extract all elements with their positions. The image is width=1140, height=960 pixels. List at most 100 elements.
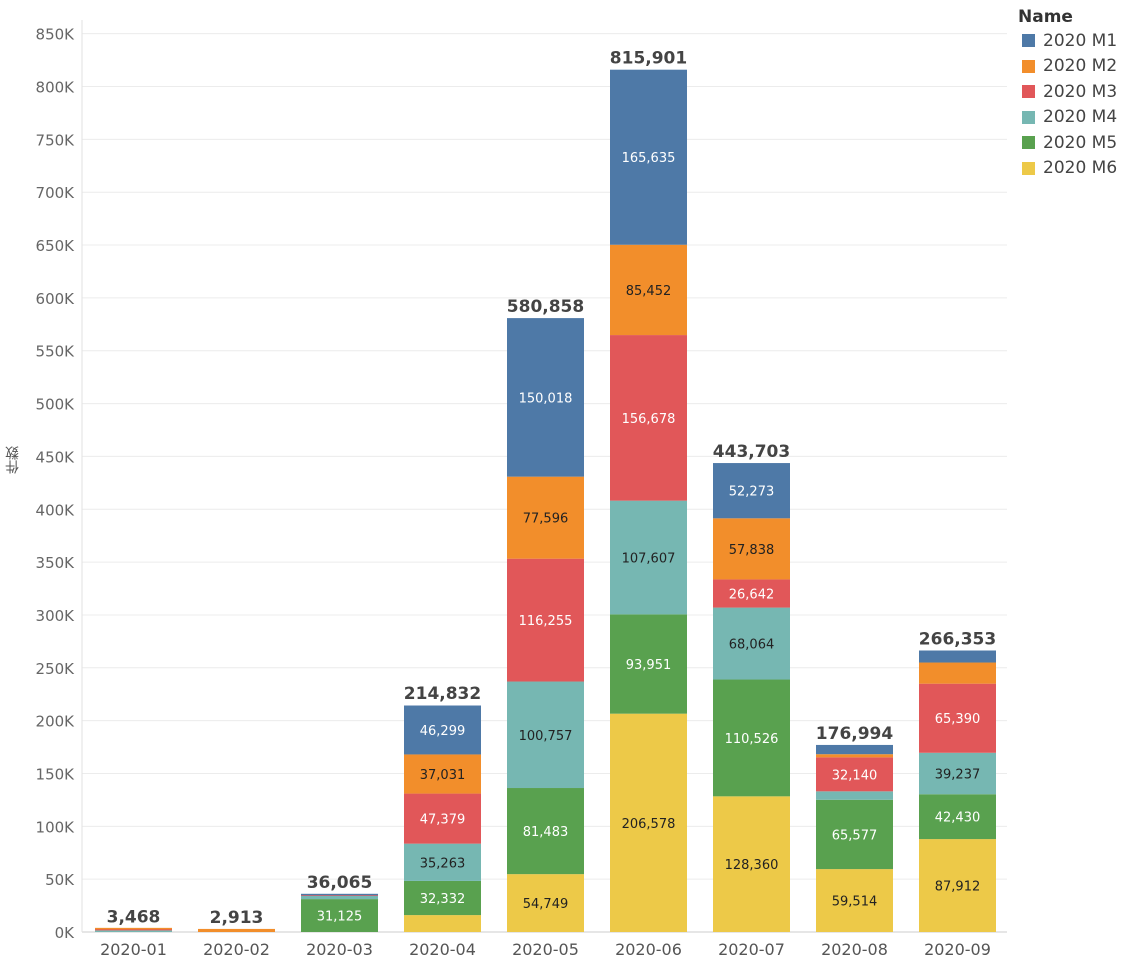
- y-tick-label: 800K: [36, 79, 76, 97]
- bar-total-label: 443,703: [713, 442, 790, 462]
- bar-segment-2020-m3: [713, 579, 790, 608]
- bar-segment-2020-m6: [919, 839, 996, 932]
- bar-data-label: 46,299: [420, 724, 466, 739]
- bar-data-label: 77,596: [523, 512, 569, 527]
- bar-total-label: 2,913: [210, 908, 264, 928]
- x-tick-label: 2020-04: [409, 940, 476, 959]
- y-axis-title: 件数: [5, 446, 21, 474]
- bar-total-label: 815,901: [610, 49, 687, 69]
- bar-segment-2020-m2: [507, 476, 584, 559]
- y-tick-label: 400K: [36, 501, 76, 519]
- legend-swatch: [1022, 34, 1035, 48]
- bar-data-label: 110,526: [725, 732, 779, 747]
- bar-data-label: 150,018: [519, 391, 573, 406]
- bar-segment-2020-m5: [301, 899, 378, 932]
- y-tick-label: 750K: [36, 131, 76, 149]
- bar-segment-2020-m3: [507, 558, 584, 682]
- bar-data-label: 156,678: [622, 412, 676, 427]
- bar-segment-2020-m5: [816, 799, 893, 870]
- legend-label: 2020 M4: [1043, 107, 1118, 128]
- bar-data-label: 31,125: [317, 910, 363, 925]
- bar-data-label: 32,140: [832, 768, 878, 783]
- legend-item-2020-m1[interactable]: 2020 M1: [1018, 28, 1136, 54]
- bar-data-label: 206,578: [622, 817, 676, 832]
- bar-segment-2020-m2: [816, 754, 893, 758]
- legend-item-2020-m5[interactable]: 2020 M5: [1018, 130, 1136, 156]
- x-tick-label: 2020-05: [512, 940, 579, 959]
- x-tick-label: 2020-01: [100, 940, 167, 959]
- y-tick-label: 200K: [36, 713, 76, 731]
- x-tick-label: 2020-02: [203, 940, 270, 959]
- y-tick-label: 500K: [36, 396, 76, 414]
- x-tick-label: 2020-06: [615, 940, 682, 959]
- bar-data-label: 39,237: [935, 768, 981, 783]
- bar-data-label: 81,483: [523, 825, 569, 840]
- bar-segment-2020-m3: [816, 757, 893, 792]
- bar-data-label: 87,912: [935, 880, 981, 895]
- y-tick-label: 650K: [36, 237, 76, 255]
- y-tick-label: 150K: [36, 765, 76, 783]
- bar-segment-2020-m4: [301, 895, 378, 900]
- legend-item-2020-m4[interactable]: 2020 M4: [1018, 105, 1136, 131]
- bar-segment-2020-m3: [404, 793, 481, 844]
- bar-data-label: 165,635: [622, 151, 676, 166]
- legend-label: 2020 M6: [1043, 158, 1118, 179]
- bar-total-label: 3,468: [107, 907, 161, 927]
- legend-item-2020-m6[interactable]: 2020 M6: [1018, 156, 1136, 182]
- bar-total-label: 580,858: [507, 297, 584, 317]
- legend-swatch: [1022, 136, 1035, 150]
- bar-segment-2020-m1: [404, 705, 481, 755]
- y-tick-label: 850K: [36, 26, 76, 44]
- legend-label: 2020 M5: [1043, 132, 1118, 153]
- bar-data-label: 42,430: [935, 811, 981, 826]
- bar-data-label: 35,263: [420, 856, 466, 871]
- y-tick-label: 0K: [55, 924, 76, 942]
- x-tick-label: 2020-08: [821, 940, 888, 959]
- bar-segment-2020-m1: [919, 650, 996, 663]
- bar-segment-2020-m2: [95, 927, 172, 930]
- legend-swatch: [1022, 161, 1035, 175]
- x-tick-label: 2020-09: [924, 940, 991, 959]
- y-tick-label: 250K: [36, 660, 76, 678]
- bar-data-label: 107,607: [622, 552, 676, 567]
- bar-data-label: 32,332: [420, 892, 466, 907]
- legend-label: 2020 M1: [1043, 30, 1118, 51]
- y-tick-label: 100K: [36, 818, 76, 836]
- legend-swatch: [1022, 85, 1035, 99]
- bar-data-label: 65,577: [832, 828, 878, 843]
- y-tick-label: 450K: [36, 448, 76, 466]
- bar-segment-2020-m2: [198, 928, 275, 932]
- bar-total-label: 266,353: [919, 629, 996, 649]
- bar-segment-2020-m1: [713, 463, 790, 519]
- y-tick-label: 550K: [36, 343, 76, 361]
- bar-data-label: 37,031: [420, 768, 466, 783]
- legend-swatch: [1022, 110, 1035, 124]
- bar-data-label: 116,255: [519, 614, 573, 629]
- bar-segment-2020-m4: [919, 752, 996, 795]
- y-tick-label: 50K: [45, 871, 75, 889]
- bar-data-label: 85,452: [626, 284, 672, 299]
- bar-segment-2020-m1: [301, 893, 378, 896]
- legend-item-2020-m2[interactable]: 2020 M2: [1018, 54, 1136, 80]
- y-tick-label: 600K: [36, 290, 76, 308]
- bar-data-label: 93,951: [626, 658, 672, 673]
- bar-data-label: 52,273: [729, 485, 775, 500]
- bar-segment-2020-m5: [404, 880, 481, 916]
- bar-segment-2020-m6: [610, 713, 687, 932]
- bar-segment-2020-m6: [816, 869, 893, 932]
- x-tick-label: 2020-03: [306, 940, 373, 959]
- bar-segment-2020-m4: [713, 607, 790, 680]
- bar-segment-2020-m5: [507, 788, 584, 875]
- bar-total-label: 176,994: [816, 724, 894, 744]
- bar-data-label: 68,064: [729, 638, 775, 653]
- bar-segment-2020-m5: [610, 614, 687, 714]
- bar-segment-2020-m3: [95, 928, 172, 931]
- legend-item-2020-m3[interactable]: 2020 M3: [1018, 79, 1136, 105]
- y-tick-label: 700K: [36, 184, 76, 202]
- bar-segment-2020-m2: [404, 754, 481, 794]
- bar-segment-2020-m5: [919, 794, 996, 840]
- bar-segment-2020-m1: [816, 744, 893, 755]
- bar-segment-2020-m1: [610, 69, 687, 245]
- legend: Name 2020 M1 2020 M2 2020 M3 2020 M4 202…: [1018, 6, 1136, 181]
